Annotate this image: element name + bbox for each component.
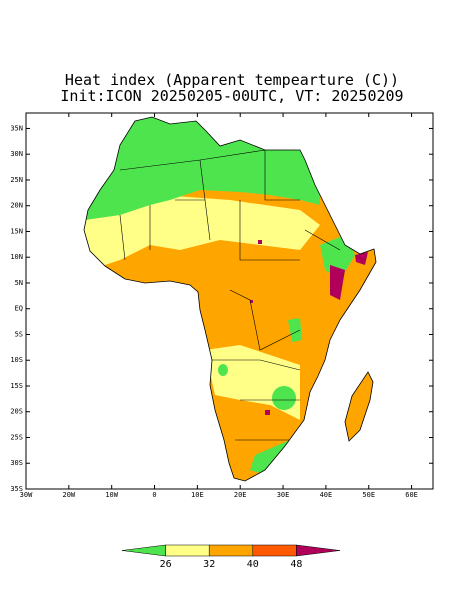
lat-tick-label: 15N: [10, 227, 23, 235]
colorbar-label: 26: [160, 559, 172, 570]
lat-tick-label: 10S: [10, 356, 23, 364]
lon-tick-label: 20E: [234, 491, 247, 499]
lat-tick-label: 25N: [10, 176, 23, 184]
lon-tick-label: 20W: [63, 491, 76, 499]
colorbar-label: 40: [247, 559, 259, 570]
coastline: [83, 116, 377, 482]
lat-tick-label: 30S: [10, 459, 23, 467]
colorbar-label: 48: [290, 559, 302, 570]
lat-tick-label: 35N: [10, 124, 23, 132]
heat-index-field: [84, 117, 376, 481]
field-green: [84, 117, 355, 478]
borders: [119, 149, 341, 441]
lat-tick-label: EQ: [15, 305, 23, 313]
lon-tick-label: 10W: [105, 491, 118, 499]
colorbar-label: 32: [203, 559, 215, 570]
lat-tick-label: 30N: [10, 150, 23, 158]
lat-tick-label: 20N: [10, 202, 23, 210]
lon-tick-label: 0: [152, 491, 156, 499]
lon-tick-label: 30W: [20, 491, 33, 499]
colorbar-segment: [121, 544, 166, 557]
lat-tick-label: 15S: [10, 382, 23, 390]
colorbar-segment: [252, 544, 297, 557]
colorbar-segment: [296, 544, 341, 557]
colorbar-segment: [165, 544, 210, 557]
lat-tick-label: 10N: [10, 253, 23, 261]
lon-tick-label: 30E: [277, 491, 290, 499]
lat-tick-label: 25S: [10, 433, 23, 441]
lon-tick-label: 10E: [191, 491, 204, 499]
lon-tick-label: 40E: [320, 491, 333, 499]
lon-tick-label: 60E: [405, 491, 418, 499]
map-title: Heat index (Apparent tempearture (C)): [65, 71, 399, 89]
field-yellow: [84, 195, 320, 420]
lon-tick-label: 50E: [362, 491, 375, 499]
lat-tick-label: 5N: [15, 279, 23, 287]
lat-tick-label: 35S: [10, 485, 23, 493]
colorbar-segment: [208, 544, 254, 557]
colorbar: 26 32 40 48: [121, 544, 341, 570]
map-frame: [25, 112, 434, 490]
map-subtitle: Init:ICON 20250205-00UTC, VT: 20250209: [60, 87, 403, 105]
field-red: [250, 240, 368, 415]
lat-tick-label: 5S: [15, 330, 23, 338]
lat-tick-label: 20S: [10, 408, 23, 416]
